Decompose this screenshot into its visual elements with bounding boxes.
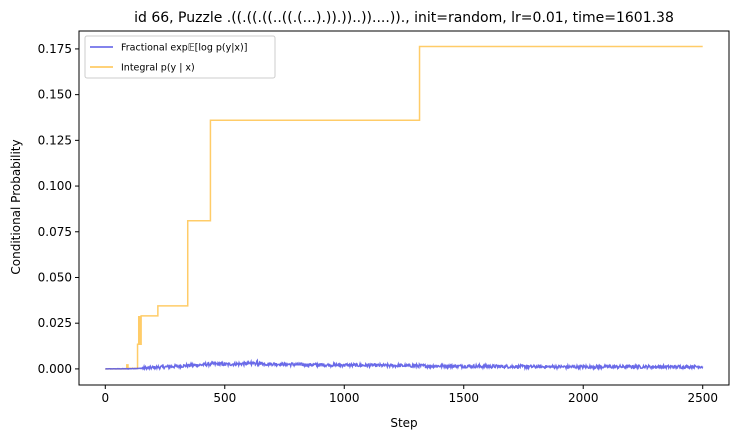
x-tick-label: 2500	[687, 391, 718, 405]
y-axis-label: Conditional Probability	[9, 139, 23, 274]
x-axis-label: Step	[390, 416, 417, 430]
plot-lines	[105, 45, 704, 372]
plot-frame	[78, 30, 730, 386]
x-tick-label: 1500	[448, 391, 479, 405]
y-tick-label: 0.100	[38, 179, 72, 193]
plot-area	[79, 31, 729, 385]
x-axis-ticks: 0 500 1000 1500 2000 2500	[101, 385, 718, 405]
y-tick-label: 0.175	[38, 42, 72, 56]
chart-title: id 66, Puzzle .((.((.((..((.(...).)).)).…	[134, 10, 674, 26]
x-tick-label: 500	[213, 391, 236, 405]
legend-label-integral: Integral p(y | x)	[121, 63, 195, 74]
legend-label-fractional: Fractional exp𝔼[log p(y|x)]	[121, 43, 247, 54]
y-tick-label: 0.050	[38, 270, 72, 284]
y-tick-label: 0.075	[38, 225, 72, 239]
y-tick-label: 0.000	[38, 362, 72, 376]
legend: Fractional exp𝔼[log p(y|x)] Integral p(y…	[84, 35, 276, 79]
axes	[78, 30, 730, 386]
y-tick-label: 0.150	[38, 88, 72, 102]
x-tick-label: 2000	[568, 391, 599, 405]
x-tick-label: 1000	[329, 391, 360, 405]
y-axis-ticks: 0.000 0.025 0.050 0.075 0.100 0.125 0.150 0.175	[38, 42, 79, 376]
series-line-integral	[105, 45, 703, 370]
y-tick-label: 0.125	[38, 133, 72, 147]
x-tick-label: 0	[101, 391, 109, 405]
legend-box	[84, 35, 276, 79]
y-tick-label: 0.025	[38, 316, 72, 330]
series-line-fractional	[105, 358, 704, 372]
